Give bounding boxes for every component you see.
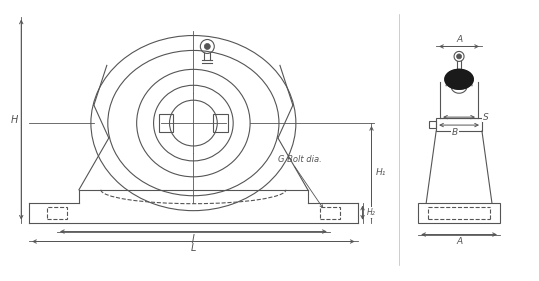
Text: B: B [452, 128, 458, 137]
Bar [429, 121, 436, 128]
Text: S: S [483, 113, 489, 122]
Bar [320, 207, 340, 219]
Ellipse shape [445, 69, 473, 89]
Text: L: L [191, 243, 196, 253]
Text: A: A [456, 237, 462, 246]
Bar [418, 203, 500, 223]
Text: H₂: H₂ [367, 208, 376, 217]
Text: G Bolt dia.: G Bolt dia. [278, 155, 322, 164]
Circle shape [457, 54, 461, 59]
Bar [47, 207, 67, 219]
Text: A: A [456, 35, 462, 44]
Circle shape [204, 44, 210, 49]
Text: J: J [192, 234, 195, 244]
Bar [213, 114, 228, 132]
Bar [158, 114, 174, 132]
Text: H: H [11, 115, 18, 124]
Text: H₁: H₁ [375, 168, 385, 177]
Bar [436, 118, 482, 131]
